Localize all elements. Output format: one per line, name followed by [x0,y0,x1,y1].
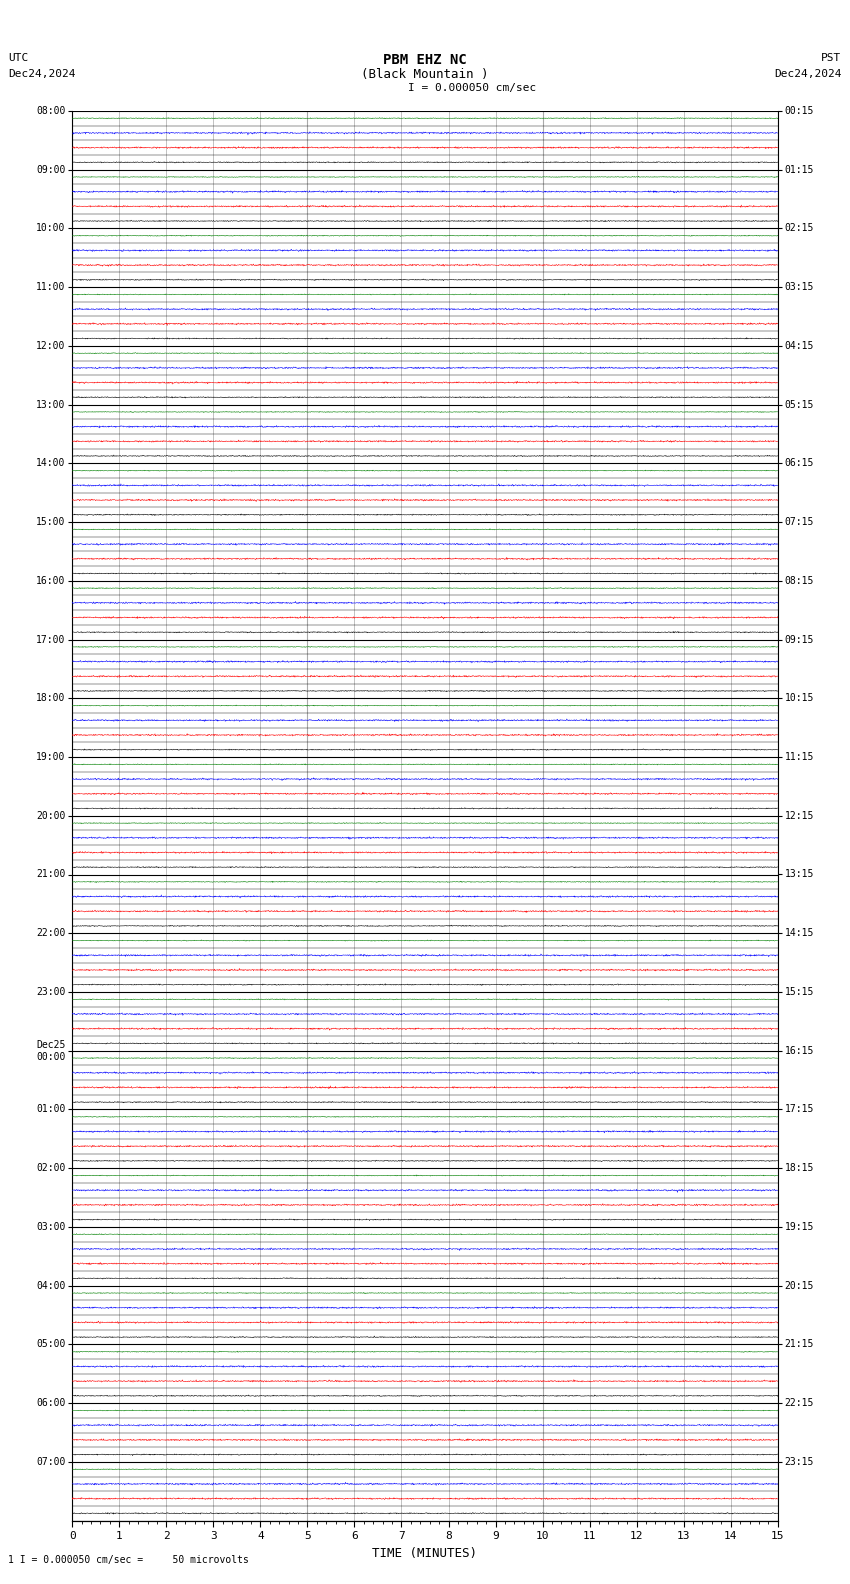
Text: PBM EHZ NC: PBM EHZ NC [383,54,467,67]
Text: PST: PST [821,54,842,63]
X-axis label: TIME (MINUTES): TIME (MINUTES) [372,1546,478,1560]
Text: Dec24,2024: Dec24,2024 [774,70,842,79]
Text: (Black Mountain ): (Black Mountain ) [361,68,489,81]
Text: 1 I = 0.000050 cm/sec =     50 microvolts: 1 I = 0.000050 cm/sec = 50 microvolts [8,1555,249,1565]
Text: I = 0.000050 cm/sec: I = 0.000050 cm/sec [408,82,536,92]
Text: Dec24,2024: Dec24,2024 [8,70,76,79]
Text: UTC: UTC [8,54,29,63]
